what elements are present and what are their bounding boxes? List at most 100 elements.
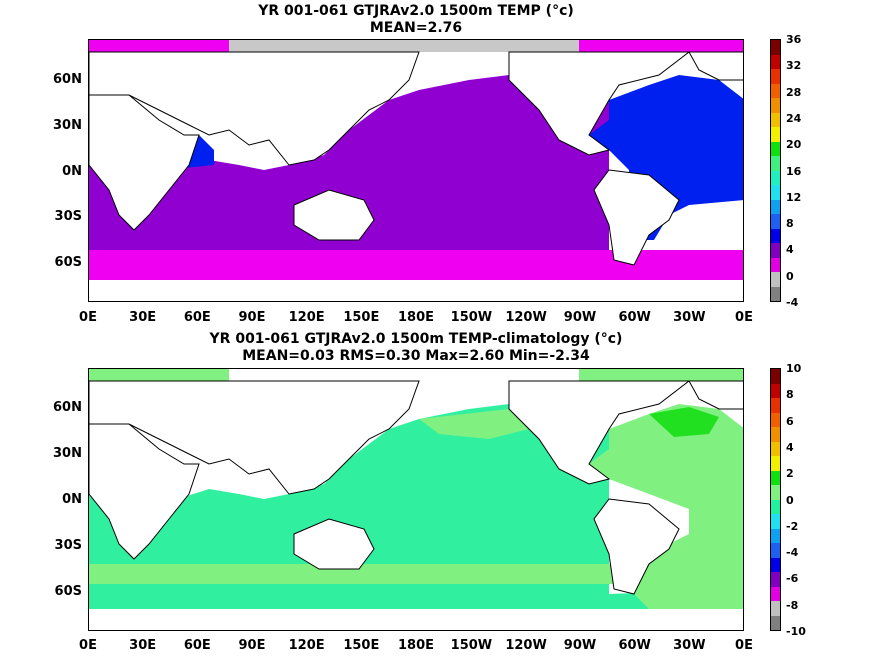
bottom-colorbar-swatch xyxy=(771,572,780,587)
top-colorbar-swatch xyxy=(771,40,780,55)
top-lon-label: 150E xyxy=(343,310,380,325)
bottom-antarctic-ice xyxy=(89,609,743,630)
top-lon-label: 180E xyxy=(397,310,435,325)
bottom-lon-label: 120E xyxy=(288,638,325,653)
top-greenland xyxy=(688,51,743,81)
bottom-lon-label: 30W xyxy=(673,638,706,653)
top-colorbar-label: 24 xyxy=(786,111,802,125)
bottom-lon-label: 60W xyxy=(618,638,651,653)
bottom-colorbar-swatch xyxy=(771,412,780,427)
bottom-hot-patch xyxy=(649,407,719,437)
top-colorbar-label: 32 xyxy=(786,59,802,73)
bottom-land xyxy=(89,380,743,595)
bottom-colorbar-swatch xyxy=(771,615,780,630)
top-lon-label: 120W xyxy=(505,310,547,325)
bottom-lat-30n: 30N xyxy=(53,446,82,461)
top-lon-label: 60W xyxy=(618,310,651,325)
top-colorbar-label: 20 xyxy=(786,138,802,152)
bottom-colorbar-label: 4 xyxy=(786,440,794,454)
bottom-colorbar-swatch xyxy=(771,514,780,529)
bottom-lon-label: 180E xyxy=(397,638,435,653)
top-eurasia xyxy=(89,51,420,166)
top-map-title: YR 001-061 GTJRAv2.0 1500m TEMP (°c) xyxy=(258,3,574,19)
top-colorbar xyxy=(770,39,781,302)
top-colorbar-label: 8 xyxy=(786,217,794,231)
bottom-australia xyxy=(293,518,375,570)
top-colorbar-swatch xyxy=(771,54,780,69)
top-lon-label: 150W xyxy=(450,310,493,325)
bottom-colorbar-swatch xyxy=(771,470,780,485)
bottom-colorbar-swatch xyxy=(771,557,780,572)
top-lat-0n: 0N xyxy=(62,164,82,179)
bottom-colorbar-label: -6 xyxy=(786,572,799,586)
bottom-colorbar-swatch xyxy=(771,485,780,500)
top-colorbar-label: 28 xyxy=(786,85,802,99)
bottom-colorbar-swatch xyxy=(771,456,780,471)
top-colorbar-swatch xyxy=(771,272,780,287)
top-map xyxy=(88,39,744,302)
bottom-colorbar-swatch xyxy=(771,441,780,456)
bottom-lon-label: 150W xyxy=(450,638,493,653)
top-africa xyxy=(89,94,200,231)
bottom-colorbar-label: 2 xyxy=(786,467,794,481)
bottom-colorbar-label: -10 xyxy=(786,625,806,638)
top-colorbar-swatch xyxy=(771,141,780,156)
top-colorbar-swatch xyxy=(771,69,780,84)
bottom-colorbar-label: 0 xyxy=(786,493,794,507)
bottom-colorbar-label: 10 xyxy=(786,362,802,375)
top-lat-60n: 60N xyxy=(53,72,82,87)
top-lat-60s: 60S xyxy=(54,255,82,270)
top-lat-30s: 30S xyxy=(54,209,82,224)
top-colorbar-swatch xyxy=(771,127,780,142)
top-colorbar-swatch xyxy=(771,199,780,214)
bottom-colorbar-label: -4 xyxy=(786,546,799,560)
bottom-colorbar-label: -2 xyxy=(786,519,799,533)
top-lon-label: 60E xyxy=(183,310,211,325)
bottom-colorbar-label: 6 xyxy=(786,414,794,428)
bottom-colorbar-swatch xyxy=(771,528,780,543)
bottom-colorbar xyxy=(770,368,781,631)
bottom-lon-label: 150E xyxy=(343,638,380,653)
bottom-lon-label: 90E xyxy=(238,638,266,653)
bottom-lon-label: 90W xyxy=(563,638,597,653)
top-colorbar-swatch xyxy=(771,257,780,272)
top-lon-label: 30E xyxy=(129,310,157,325)
bottom-colorbar-label: 8 xyxy=(786,388,794,402)
bottom-colorbar-swatch xyxy=(771,369,780,384)
bottom-lon-label: 60E xyxy=(183,638,211,653)
bottom-colorbar-swatch xyxy=(771,398,780,413)
bottom-arctic-ice xyxy=(229,369,579,381)
bottom-map-title: YR 001-061 GTJRAv2.0 1500m TEMP-climatol… xyxy=(209,331,623,347)
top-map-mean: MEAN=2.76 xyxy=(369,20,463,36)
top-colorbar-swatch xyxy=(771,112,780,127)
bottom-lat-60s: 60S xyxy=(54,584,82,599)
bottom-colorbar-swatch xyxy=(771,427,780,442)
bottom-map-stats: MEAN=0.03 RMS=0.30 Max=2.60 Min=-2.34 xyxy=(242,348,590,364)
top-colorbar-label: 36 xyxy=(786,33,802,46)
top-colorbar-swatch xyxy=(771,83,780,98)
top-colorbar-swatch xyxy=(771,156,780,171)
bottom-pacific-patch xyxy=(419,409,529,439)
bottom-lon-label: 0E xyxy=(735,638,753,653)
bottom-lon-label: 0E xyxy=(79,638,97,653)
bottom-eurasia xyxy=(89,380,420,495)
top-lat-30n: 30N xyxy=(53,118,82,133)
bottom-greenland xyxy=(688,380,743,410)
bottom-lat-0n: 0N xyxy=(62,492,82,507)
top-arctic-ice xyxy=(229,40,579,52)
top-colorbar-swatch xyxy=(771,228,780,243)
top-atlantic-field xyxy=(589,75,743,240)
top-lon-label: 0E xyxy=(79,310,97,325)
top-colorbar-label: -4 xyxy=(786,296,799,309)
bottom-southern-band xyxy=(89,564,743,584)
bottom-colorbar-swatch xyxy=(771,499,780,514)
bottom-map-svg xyxy=(89,369,743,630)
top-map-svg xyxy=(89,40,743,301)
top-lon-label: 90E xyxy=(238,310,266,325)
bottom-africa xyxy=(89,423,200,560)
top-lon-label: 0E xyxy=(735,310,753,325)
bottom-atlantic-field xyxy=(589,404,743,609)
top-colorbar-swatch xyxy=(771,98,780,113)
top-southern-band xyxy=(89,250,743,280)
bottom-lat-60n: 60N xyxy=(53,400,82,415)
